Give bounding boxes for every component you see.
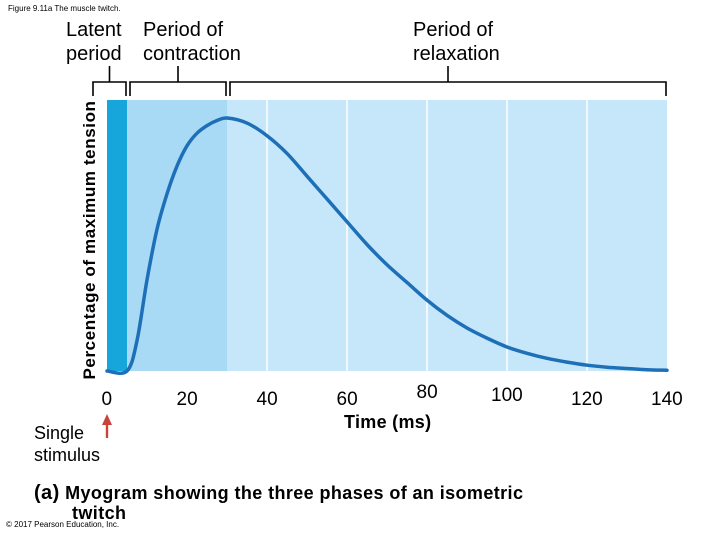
contraction-line-2: contraction bbox=[143, 43, 241, 65]
latent-line-1: Latent bbox=[66, 19, 122, 41]
latent-phase-band bbox=[107, 100, 127, 371]
relaxation-line-2: relaxation bbox=[413, 43, 500, 65]
stimulus-line-1: Single bbox=[34, 423, 85, 443]
latent-line-2: period bbox=[66, 43, 122, 65]
x-tick-label: 120 bbox=[571, 389, 603, 410]
phase-brackets bbox=[92, 66, 667, 96]
caption-text-line-2: twitch bbox=[72, 503, 127, 523]
x-axis-label: Time (ms) bbox=[344, 412, 432, 432]
single-stimulus-label: Single stimulus bbox=[34, 422, 100, 466]
figure-label: Figure 9.11a The muscle twitch. bbox=[8, 4, 121, 13]
relaxation-bracket bbox=[229, 81, 667, 96]
relaxation-phase-band bbox=[227, 100, 667, 371]
stimulus-arrow-icon bbox=[102, 414, 112, 438]
contraction-period-label: Period of contraction bbox=[143, 18, 241, 66]
copyright-notice: © 2017 Pearson Education, Inc. bbox=[6, 520, 120, 529]
x-tick-label: 100 bbox=[491, 385, 523, 406]
latent-period-label: Latent period bbox=[66, 18, 122, 66]
relaxation-line-1: Period of bbox=[413, 19, 494, 41]
x-tick-label: 20 bbox=[176, 389, 198, 410]
vertical-gridlines bbox=[266, 100, 588, 371]
tension-curve bbox=[105, 116, 669, 375]
x-tick-label: 60 bbox=[336, 389, 358, 410]
x-tick-label: 0 bbox=[101, 389, 113, 410]
contraction-line-1: Period of bbox=[143, 19, 224, 41]
relaxation-period-label: Period of relaxation bbox=[413, 18, 500, 66]
figure-caption: (a) Myogram showing the three phases of … bbox=[34, 483, 523, 523]
caption-text-line-1: Myogram showing the three phases of an i… bbox=[65, 483, 524, 503]
stimulus-line-2: stimulus bbox=[34, 445, 101, 465]
contraction-phase-band-late bbox=[127, 100, 227, 371]
x-tick-label: 140 bbox=[651, 389, 683, 410]
caption-panel-label: (a) bbox=[34, 482, 60, 504]
y-axis-label: Percentage of maximum tension bbox=[80, 100, 99, 380]
x-tick-label: 40 bbox=[256, 389, 278, 410]
contraction-bracket bbox=[129, 81, 227, 96]
x-tick-label: 80 bbox=[416, 382, 438, 403]
